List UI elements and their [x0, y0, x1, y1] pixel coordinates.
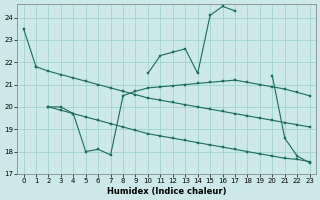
X-axis label: Humidex (Indice chaleur): Humidex (Indice chaleur): [107, 187, 226, 196]
